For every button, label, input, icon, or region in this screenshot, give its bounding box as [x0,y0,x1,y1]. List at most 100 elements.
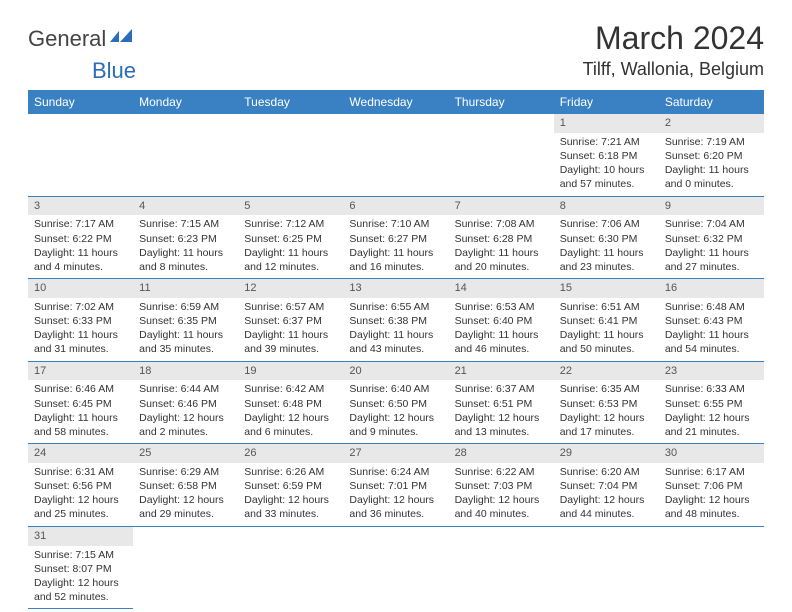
calendar-cell: 2Sunrise: 7:19 AMSunset: 6:20 PMDaylight… [659,114,764,196]
sunrise-text: Sunrise: 7:17 AM [34,217,127,231]
sunset-text: Sunset: 8:07 PM [34,562,127,576]
month-title: March 2024 [583,20,764,57]
sunrise-text: Sunrise: 6:51 AM [560,300,653,314]
day-body: Sunrise: 6:37 AMSunset: 6:51 PMDaylight:… [449,380,554,443]
sunset-text: Sunset: 6:38 PM [349,314,442,328]
day-body: Sunrise: 7:15 AMSunset: 6:23 PMDaylight:… [133,215,238,278]
day-body: Sunrise: 7:17 AMSunset: 6:22 PMDaylight:… [28,215,133,278]
daylight-text: Daylight: 11 hours and 31 minutes. [34,328,127,356]
weekday-header: Saturday [659,90,764,114]
calendar-cell [343,526,448,609]
day-number: 28 [449,444,554,463]
sunset-text: Sunset: 6:33 PM [34,314,127,328]
sunrise-text: Sunrise: 6:17 AM [665,465,758,479]
sunrise-text: Sunrise: 7:12 AM [244,217,337,231]
day-number: 4 [133,197,238,216]
sunrise-text: Sunrise: 7:08 AM [455,217,548,231]
day-number: 14 [449,279,554,298]
sunrise-text: Sunrise: 6:46 AM [34,382,127,396]
calendar-cell: 12Sunrise: 6:57 AMSunset: 6:37 PMDayligh… [238,279,343,362]
daylight-text: Daylight: 11 hours and 23 minutes. [560,246,653,274]
daylight-text: Daylight: 11 hours and 4 minutes. [34,246,127,274]
daylight-text: Daylight: 11 hours and 46 minutes. [455,328,548,356]
calendar-cell: 30Sunrise: 6:17 AMSunset: 7:06 PMDayligh… [659,444,764,527]
day-number: 27 [343,444,448,463]
calendar-cell [28,114,133,196]
day-body: Sunrise: 6:40 AMSunset: 6:50 PMDaylight:… [343,380,448,443]
day-number: 1 [554,114,659,133]
day-body: Sunrise: 7:08 AMSunset: 6:28 PMDaylight:… [449,215,554,278]
sunrise-text: Sunrise: 7:02 AM [34,300,127,314]
calendar-cell [449,526,554,609]
day-number: 17 [28,362,133,381]
title-block: March 2024 Tilff, Wallonia, Belgium [583,20,764,80]
sunrise-text: Sunrise: 6:48 AM [665,300,758,314]
day-body: Sunrise: 6:24 AMSunset: 7:01 PMDaylight:… [343,463,448,526]
page-header: General March 2024 Tilff, Wallonia, Belg… [28,20,764,80]
sunset-text: Sunset: 6:41 PM [560,314,653,328]
calendar-cell [554,526,659,609]
day-number: 24 [28,444,133,463]
day-body: Sunrise: 6:59 AMSunset: 6:35 PMDaylight:… [133,298,238,361]
day-body: Sunrise: 6:22 AMSunset: 7:03 PMDaylight:… [449,463,554,526]
calendar-cell: 26Sunrise: 6:26 AMSunset: 6:59 PMDayligh… [238,444,343,527]
day-number: 19 [238,362,343,381]
logo-text-blue: Blue [92,58,136,84]
sunrise-text: Sunrise: 6:57 AM [244,300,337,314]
daylight-text: Daylight: 12 hours and 33 minutes. [244,493,337,521]
sunrise-text: Sunrise: 6:20 AM [560,465,653,479]
daylight-text: Daylight: 11 hours and 27 minutes. [665,246,758,274]
day-body: Sunrise: 6:20 AMSunset: 7:04 PMDaylight:… [554,463,659,526]
calendar-cell: 9Sunrise: 7:04 AMSunset: 6:32 PMDaylight… [659,196,764,279]
sunset-text: Sunset: 6:30 PM [560,232,653,246]
sunrise-text: Sunrise: 7:10 AM [349,217,442,231]
sunset-text: Sunset: 6:22 PM [34,232,127,246]
day-body: Sunrise: 7:19 AMSunset: 6:20 PMDaylight:… [659,133,764,196]
day-number: 12 [238,279,343,298]
daylight-text: Daylight: 12 hours and 17 minutes. [560,411,653,439]
day-body: Sunrise: 6:29 AMSunset: 6:58 PMDaylight:… [133,463,238,526]
sunrise-text: Sunrise: 6:35 AM [560,382,653,396]
calendar-week-row: 1Sunrise: 7:21 AMSunset: 6:18 PMDaylight… [28,114,764,196]
day-body: Sunrise: 6:26 AMSunset: 6:59 PMDaylight:… [238,463,343,526]
day-number: 31 [28,527,133,546]
calendar-cell: 11Sunrise: 6:59 AMSunset: 6:35 PMDayligh… [133,279,238,362]
calendar-week-row: 10Sunrise: 7:02 AMSunset: 6:33 PMDayligh… [28,279,764,362]
daylight-text: Daylight: 11 hours and 12 minutes. [244,246,337,274]
day-body: Sunrise: 6:46 AMSunset: 6:45 PMDaylight:… [28,380,133,443]
day-number: 26 [238,444,343,463]
sunset-text: Sunset: 6:23 PM [139,232,232,246]
daylight-text: Daylight: 11 hours and 54 minutes. [665,328,758,356]
calendar-cell: 3Sunrise: 7:17 AMSunset: 6:22 PMDaylight… [28,196,133,279]
sunrise-text: Sunrise: 7:15 AM [139,217,232,231]
daylight-text: Daylight: 12 hours and 2 minutes. [139,411,232,439]
daylight-text: Daylight: 12 hours and 44 minutes. [560,493,653,521]
sunset-text: Sunset: 6:55 PM [665,397,758,411]
sunset-text: Sunset: 7:06 PM [665,479,758,493]
sunrise-text: Sunrise: 6:22 AM [455,465,548,479]
weekday-header: Tuesday [238,90,343,114]
logo-text-general: General [28,26,106,52]
day-body: Sunrise: 6:33 AMSunset: 6:55 PMDaylight:… [659,380,764,443]
sunset-text: Sunset: 6:28 PM [455,232,548,246]
sunrise-text: Sunrise: 6:55 AM [349,300,442,314]
weekday-header: Friday [554,90,659,114]
daylight-text: Daylight: 11 hours and 43 minutes. [349,328,442,356]
logo-flag-icon [110,28,136,51]
sunrise-text: Sunrise: 6:33 AM [665,382,758,396]
day-body: Sunrise: 7:06 AMSunset: 6:30 PMDaylight:… [554,215,659,278]
calendar-cell: 14Sunrise: 6:53 AMSunset: 6:40 PMDayligh… [449,279,554,362]
weekday-header-row: SundayMondayTuesdayWednesdayThursdayFrid… [28,90,764,114]
day-body: Sunrise: 6:31 AMSunset: 6:56 PMDaylight:… [28,463,133,526]
calendar-cell: 5Sunrise: 7:12 AMSunset: 6:25 PMDaylight… [238,196,343,279]
day-body: Sunrise: 7:10 AMSunset: 6:27 PMDaylight:… [343,215,448,278]
calendar-week-row: 3Sunrise: 7:17 AMSunset: 6:22 PMDaylight… [28,196,764,279]
sunrise-text: Sunrise: 7:21 AM [560,135,653,149]
calendar-cell [238,526,343,609]
sunrise-text: Sunrise: 6:24 AM [349,465,442,479]
daylight-text: Daylight: 12 hours and 21 minutes. [665,411,758,439]
calendar-cell: 17Sunrise: 6:46 AMSunset: 6:45 PMDayligh… [28,361,133,444]
day-body: Sunrise: 6:48 AMSunset: 6:43 PMDaylight:… [659,298,764,361]
calendar-cell [133,526,238,609]
day-number: 5 [238,197,343,216]
